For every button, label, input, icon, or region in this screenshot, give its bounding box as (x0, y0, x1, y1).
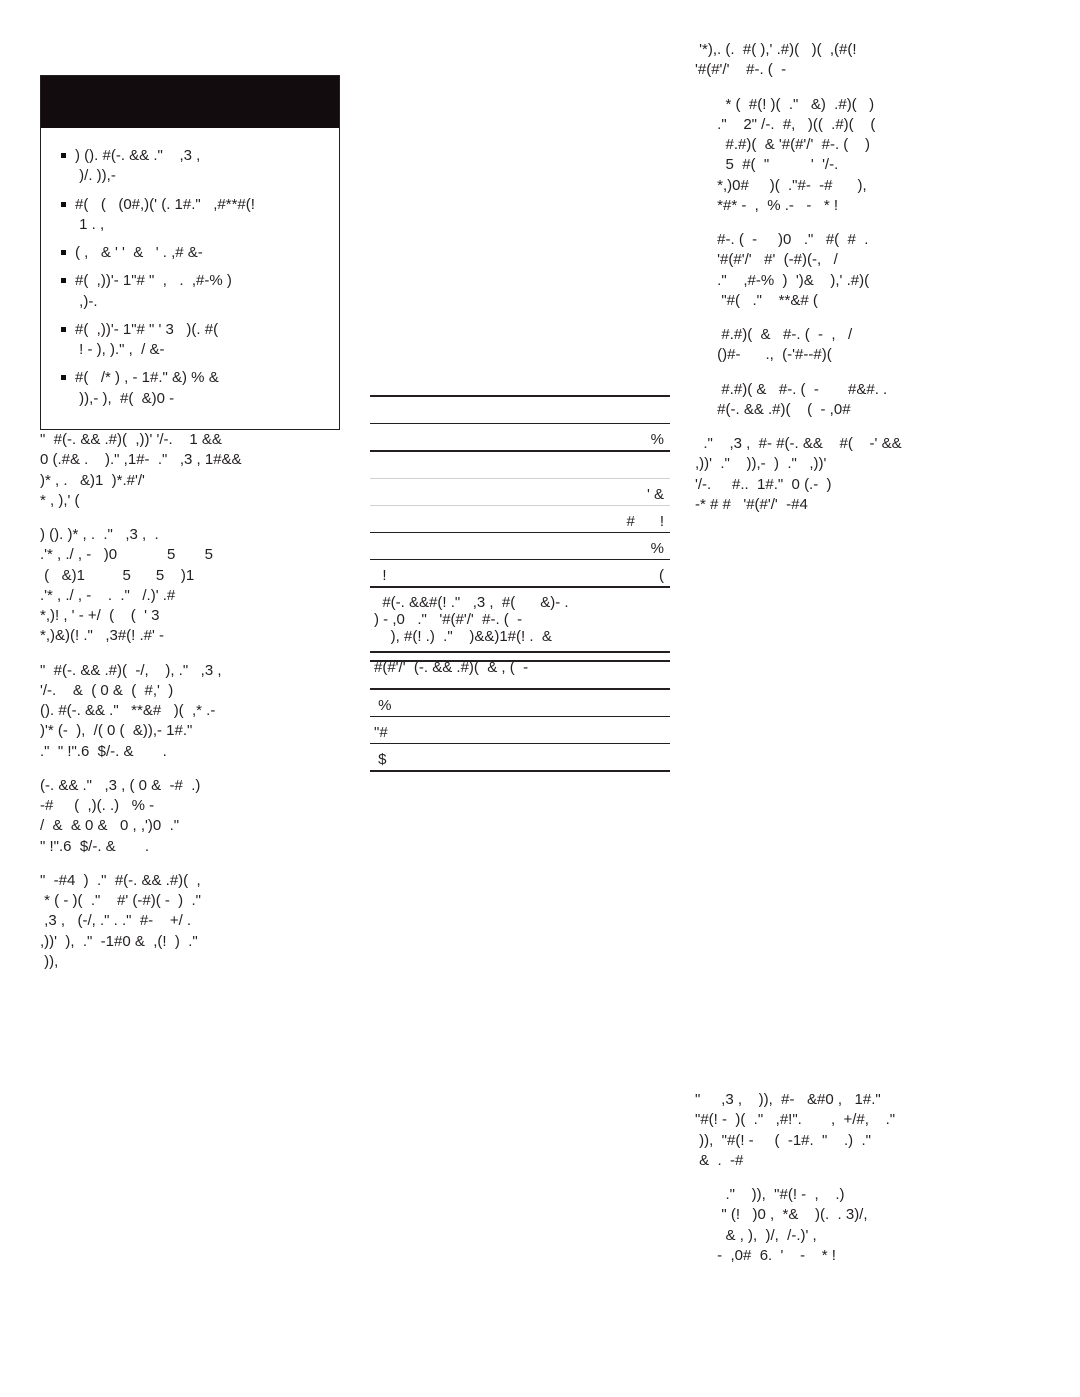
table-row: # ! (370, 506, 670, 533)
clearance-table-2: % "# $ (370, 660, 670, 772)
para: ." )), "#(! - , .) " (! )0 , *& )(. . 3)… (695, 1185, 1015, 1266)
box-item: #( ,))'- 1"# " ' 3 )(. #( ! - ), )." , /… (55, 320, 325, 361)
cell: $ (370, 751, 604, 768)
box-item: #( ,))'- 1"# " , . ,#-% ) ,)-. (55, 271, 325, 312)
box-item: #( /* ) , - 1#." &) % & )),- ), #( &)0 - (55, 368, 325, 409)
para: #.#)( & #-. ( - #&#. . #(-. && .#)( ( - … (695, 380, 1015, 421)
table-row: ! ( (370, 560, 670, 588)
para: #-. ( - )0 ." #( # . '#(#'/' #' (-#)(-, … (695, 230, 1015, 311)
table-row: % (370, 533, 670, 560)
table-row: % (370, 424, 670, 452)
table-row: % (370, 690, 670, 717)
instructions-box: ) (). #(-. && ." ,3 , )/. )),- #( ( (0#,… (40, 75, 340, 430)
para: ) (). )* , . ." ,3 , . .'* , ./ , - )0 5… (40, 525, 338, 647)
cell: ! (370, 567, 604, 584)
para: " ,3 , )), #- &#0 , 1#." "#(! - )( ." ,#… (695, 1090, 1015, 1171)
table-row (370, 660, 670, 690)
para: ." ,3 , #- #(-. && #( -' && ,))' ." )),-… (695, 434, 1015, 515)
para-inner: ." )), "#(! - , .) " (! )0 , *& )(. . 3)… (695, 1185, 1015, 1266)
box-item: #( ( (0#,)(' (. 1#." ,#**#(! 1 . , (55, 195, 325, 236)
para: * ( #(! )( ." &) .#)( ) ." 2" /-. #, )((… (695, 95, 1015, 217)
cell: ' & (604, 486, 670, 503)
cell: "# (370, 724, 604, 741)
table-caption: #(-. &&#(! ." ,3 , #( &)- . ) - ,0 ." '#… (370, 588, 670, 653)
cell: # ! (604, 513, 670, 530)
clearance-table-1: % ' & # ! % ! ( #(-. &&#(! ." ,3 , #( &)… (370, 395, 670, 676)
para: (-. && ." ,3 , ( 0 & -# .) -# ( ,)(. .) … (40, 776, 338, 857)
para-inner: #.#)( & #-. ( - , / ()#- ., (-'#--#)( (695, 325, 1015, 366)
right-column-lower: " ,3 , )), #- &#0 , 1#." "#(! - )( ." ,#… (695, 1090, 1015, 1280)
left-column: " #(-. && .#)( ,))' '/-. 1 && 0 (.#& . )… (40, 430, 338, 986)
box-header (41, 76, 339, 128)
cell: % (604, 431, 670, 448)
para: '*),. (. #( ),' .#)( )( ,(#(! '#(#'/' #-… (695, 40, 1015, 81)
cell: % (370, 697, 604, 714)
right-column-upper: '*),. (. #( ),' .#)( )( ,(#(! '#(#'/' #-… (695, 40, 1015, 529)
table-row: $ (370, 744, 670, 772)
table-row (370, 395, 670, 424)
para: " #(-. && .#)( -/, ), ." ,3 , '/-. & ( 0… (40, 661, 338, 762)
para: #.#)( & #-. ( - , / ()#- ., (-'#--#)( (695, 325, 1015, 366)
table-row (370, 452, 670, 479)
table-row: "# (370, 717, 670, 744)
cell: ( (604, 567, 670, 584)
para: " -#4 ) ." #(-. && .#)( , * ( - )( ." #'… (40, 871, 338, 972)
para-inner: * ( #(! )( ." &) .#)( ) ." 2" /-. #, )((… (695, 95, 1015, 217)
box-item: ) (). #(-. && ." ,3 , )/. )),- (55, 146, 325, 187)
table-row: ' & (370, 479, 670, 506)
para: " #(-. && .#)( ,))' '/-. 1 && 0 (.#& . )… (40, 430, 338, 511)
box-item: ( , & ' ' & ' . ,# &- (55, 243, 325, 263)
para-inner: #-. ( - )0 ." #( # . '#(#'/' #' (-#)(-, … (695, 230, 1015, 311)
cell: % (604, 540, 670, 557)
para-inner: #.#)( & #-. ( - #&#. . #(-. && .#)( ( - … (695, 380, 1015, 421)
box-list: ) (). #(-. && ." ,3 , )/. )),- #( ( (0#,… (41, 128, 339, 429)
